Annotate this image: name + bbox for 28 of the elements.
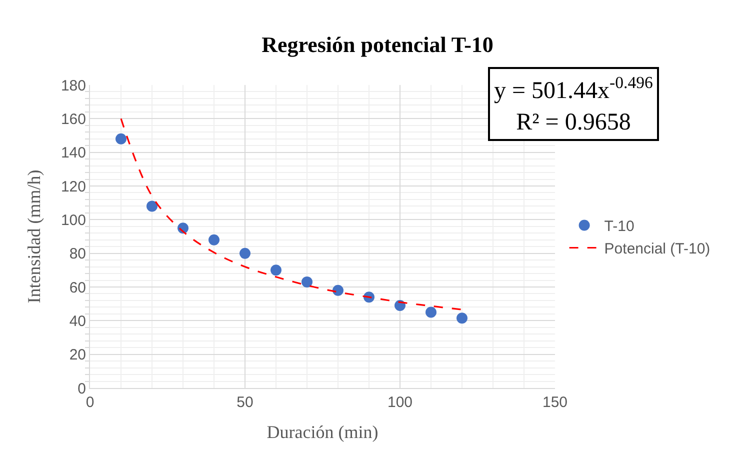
- annotation: y = 501.44x$^{-0.496}$ R² = 0.9658: [494, 73, 653, 136]
- legend-label: T-10: [604, 218, 634, 236]
- point: [302, 276, 312, 288]
- y-tick-label: 120: [60, 178, 86, 196]
- y-tick-label: 100: [60, 212, 86, 229]
- y-tick-label: 180: [60, 77, 86, 94]
- y-tick-label: 60: [69, 279, 86, 296]
- y-tick-label: 40: [69, 312, 86, 330]
- point: [270, 264, 282, 276]
- y-tick-label: 160: [60, 110, 86, 128]
- y-tick-label: 20: [69, 346, 86, 364]
- chart-title: Regresión potencial T-10: [262, 32, 494, 58]
- point: [240, 248, 250, 259]
- legend-label: Potencial (T-10): [604, 240, 710, 258]
- x-axis-title: Duración (min): [266, 422, 378, 442]
- point: [146, 200, 158, 212]
- point: [208, 234, 220, 246]
- point: [456, 312, 468, 324]
- y-tick-label: 0: [78, 380, 86, 398]
- x-tick-label: 50: [236, 394, 254, 411]
- y-axis-title: Intensidad (mm/h): [24, 170, 44, 304]
- y-tick-label: 140: [60, 144, 86, 162]
- point: [426, 306, 436, 318]
- x-tick-label: 150: [542, 394, 568, 411]
- point: [332, 284, 344, 296]
- x-tick-label: 100: [387, 394, 413, 411]
- point: [116, 133, 126, 144]
- y-tick-label: 80: [69, 246, 86, 263]
